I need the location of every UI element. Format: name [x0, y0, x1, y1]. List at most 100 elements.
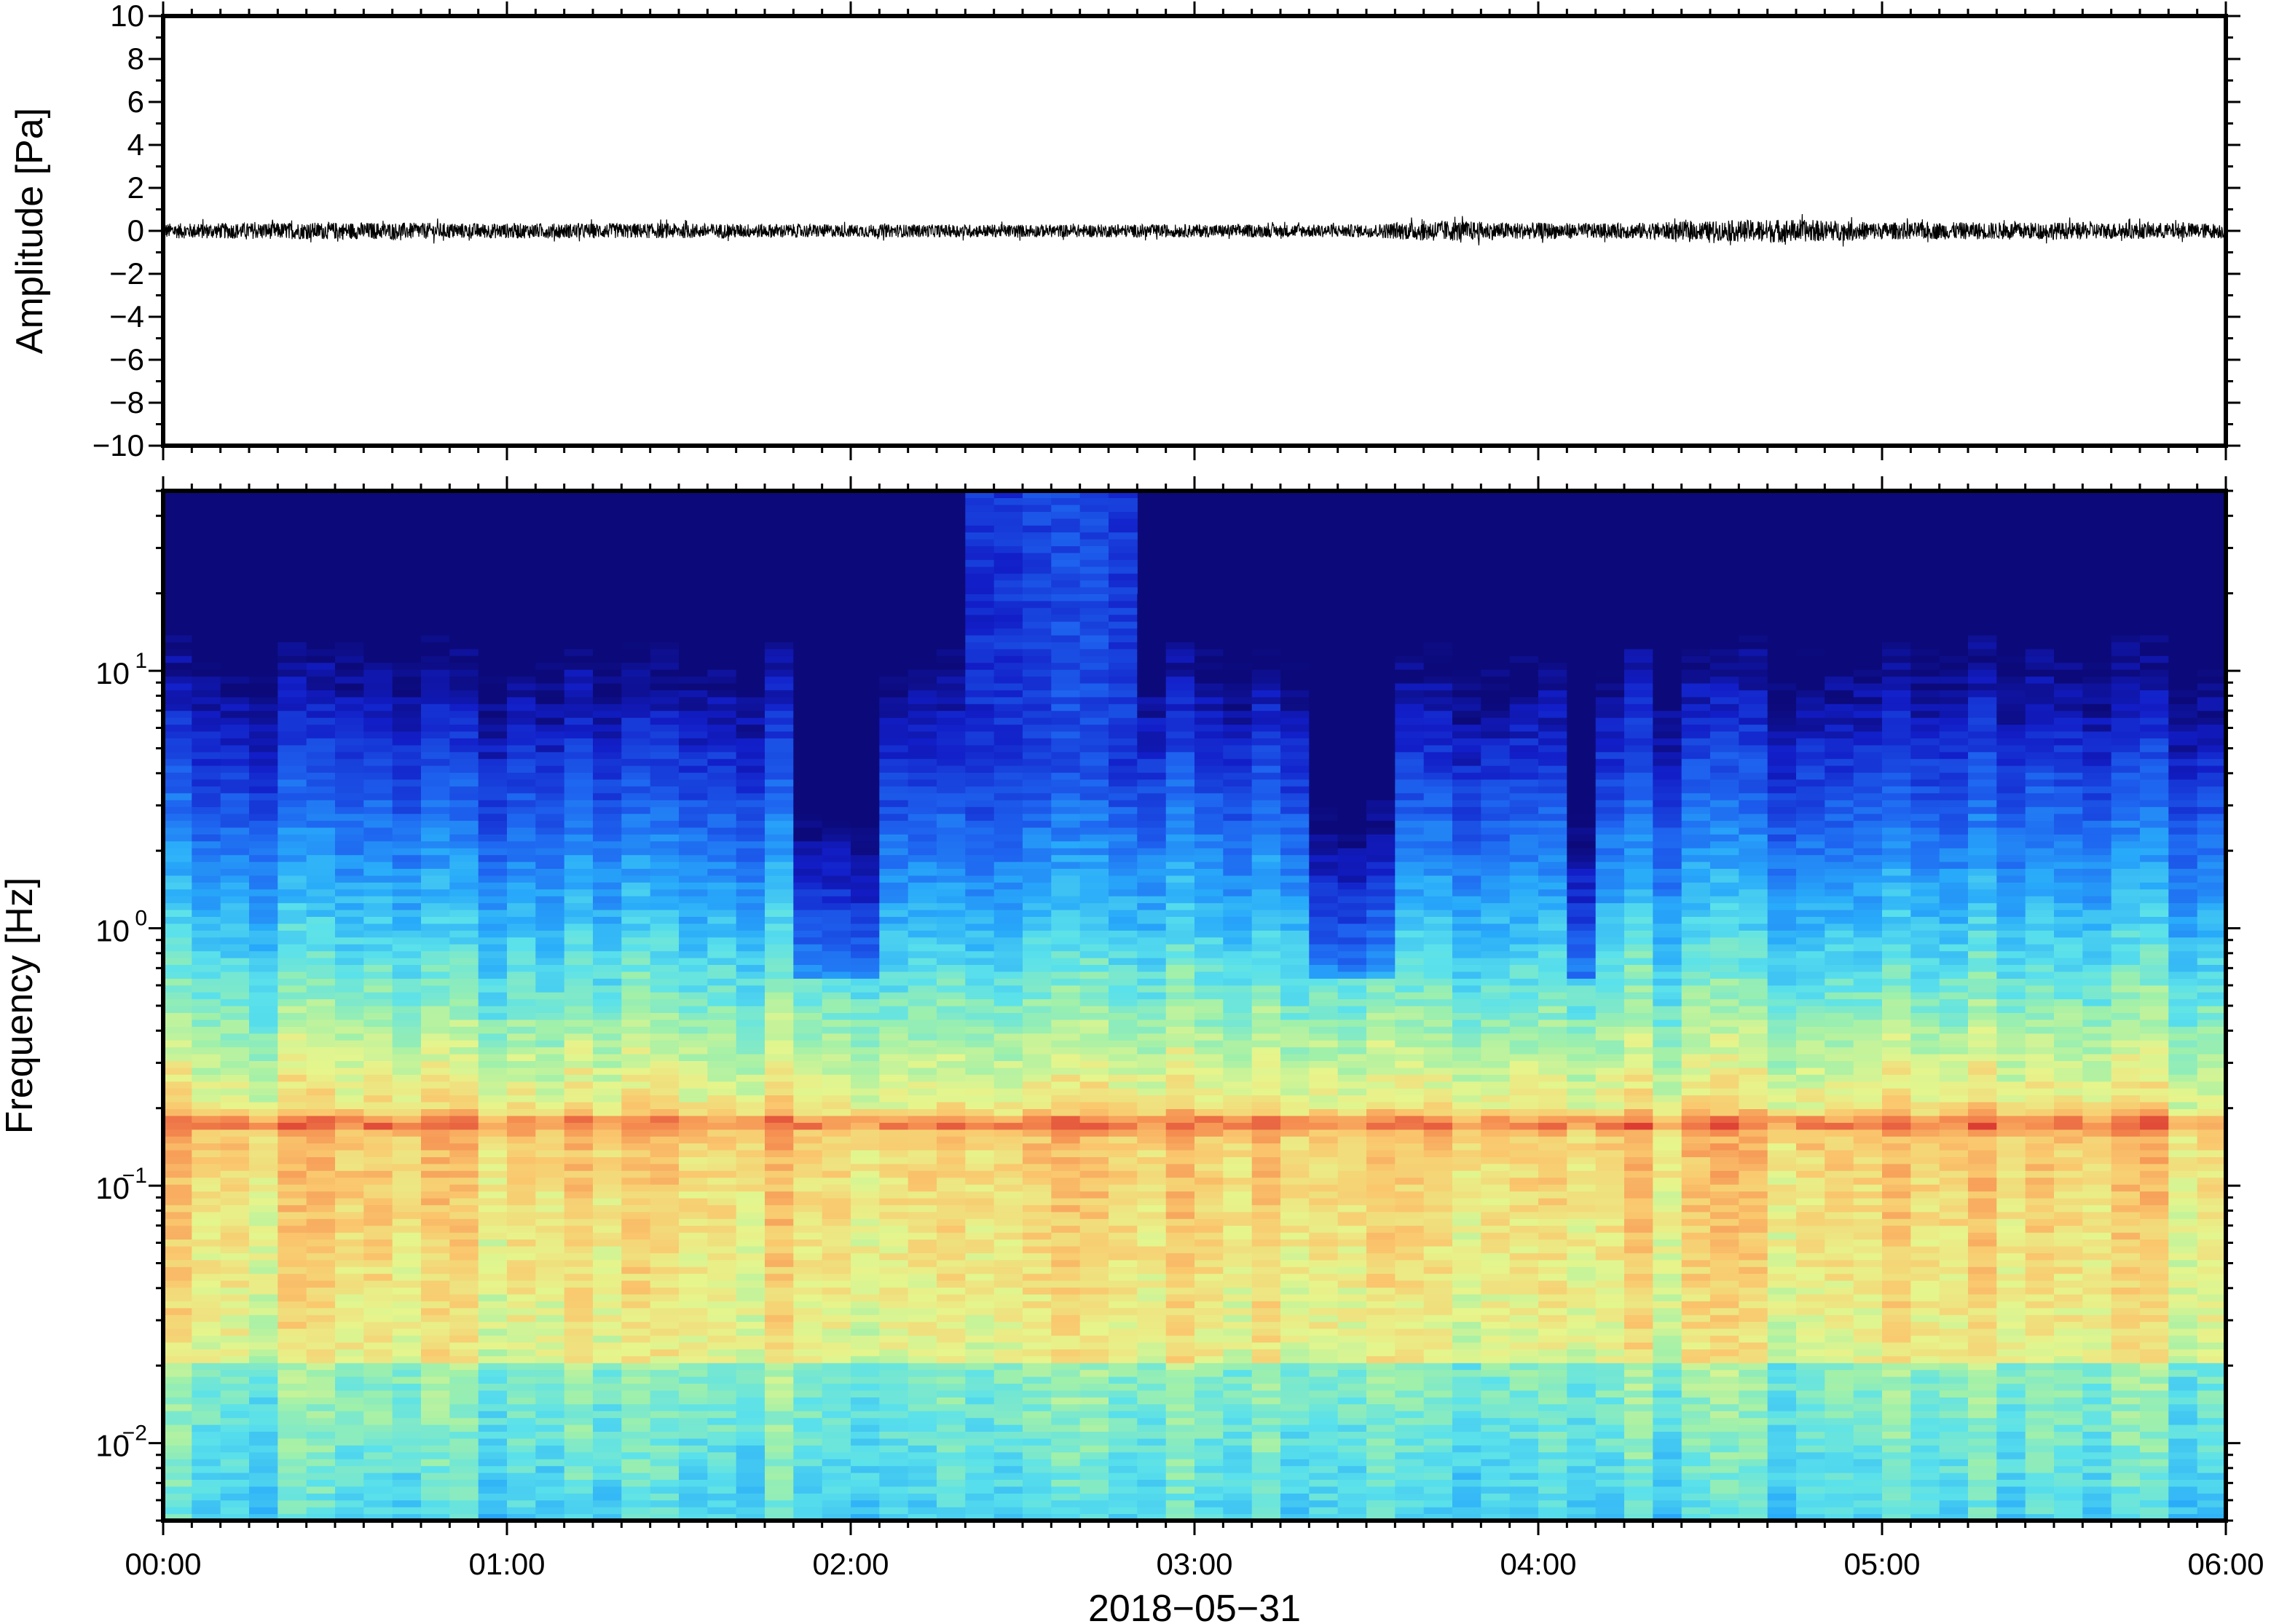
spectrogram-cell — [1051, 1232, 1081, 1240]
spectrogram-cell — [908, 1163, 937, 1171]
spectrogram-cell — [593, 930, 622, 938]
spectrogram-cell — [1051, 840, 1081, 848]
spectrogram-cell — [993, 1108, 1023, 1116]
spectrogram-cell — [535, 868, 565, 876]
spectrogram-cell — [593, 1095, 622, 1103]
spectrogram-cell — [507, 1177, 536, 1185]
spectrogram-cell — [621, 642, 651, 650]
spectrogram-cell — [507, 1301, 536, 1309]
spectrogram-cell — [449, 1383, 479, 1391]
spectrogram-cell — [736, 779, 765, 787]
spectrogram-cell — [937, 854, 966, 862]
spectrogram-cell — [879, 635, 909, 642]
spectrogram-cell — [278, 786, 307, 794]
spectrogram-cell — [363, 1163, 393, 1171]
spectrogram-cell — [335, 806, 364, 814]
spectrogram-cell — [1051, 744, 1081, 752]
spectrogram-cell — [937, 1486, 966, 1494]
spectrogram-cell — [593, 614, 622, 622]
spectrogram-cell — [1137, 875, 1167, 883]
spectrogram-cell — [507, 648, 536, 656]
spectrogram-cell — [993, 985, 1023, 993]
spectrogram-cell — [220, 1163, 250, 1171]
spectrogram-cell — [937, 1451, 966, 1459]
spectrogram-cell — [965, 882, 995, 890]
spectrogram-cell — [564, 779, 594, 787]
spectrogram-cell — [335, 717, 364, 725]
spectrogram-cell — [879, 1033, 909, 1041]
spectrogram-cell — [478, 744, 508, 752]
spectrogram-cell — [679, 1156, 708, 1164]
spectrogram-cell — [650, 950, 680, 958]
spectrogram-cell — [965, 1273, 995, 1281]
spectrogram-cell — [449, 1177, 479, 1185]
spectrogram-cell — [1051, 648, 1081, 656]
spectrogram-cell — [621, 1424, 651, 1432]
spectrogram-cell — [765, 1390, 794, 1398]
spectrogram-cell — [535, 1280, 565, 1288]
spectrogram-cell — [421, 875, 450, 883]
spectrogram-cell — [535, 655, 565, 663]
spectrogram-cell — [1109, 875, 1138, 883]
spectrogram-cell — [793, 1163, 823, 1171]
spectrogram-cell — [621, 1390, 651, 1398]
spectrogram-cell — [621, 1253, 651, 1261]
spectrogram-cell — [306, 923, 336, 931]
spectrogram-cell — [736, 765, 765, 773]
spectrogram-cell — [679, 758, 708, 766]
spectrogram-cell — [278, 854, 307, 862]
spectrogram-cell — [1109, 1006, 1138, 1013]
spectrogram-cell — [937, 1293, 966, 1301]
spectrogram-cell — [535, 600, 565, 608]
spectrogram-cell — [908, 1273, 937, 1281]
spectrogram-cell — [1051, 1266, 1081, 1274]
spectrogram-cell — [879, 1081, 909, 1089]
spectrogram-cell — [822, 1479, 851, 1487]
spectrogram-cell — [650, 1205, 680, 1213]
spectrogram-cell — [163, 744, 192, 752]
spectrogram-cell — [851, 1335, 880, 1343]
spectrogram-cell — [220, 772, 250, 780]
spectrogram-cell — [851, 1301, 880, 1309]
spectrogram-cell — [1023, 1473, 1052, 1480]
spectrogram-cell — [937, 1473, 966, 1480]
spectrogram-cell — [363, 958, 393, 965]
spectrogram-cell — [1051, 950, 1081, 958]
spectrogram-cell — [822, 1493, 851, 1501]
spectrogram-cell — [392, 1108, 422, 1116]
spectrogram-cell — [564, 827, 594, 835]
spectrogram-cell — [793, 1451, 823, 1459]
spectrogram-cell — [478, 888, 508, 896]
spectrogram-cell — [908, 655, 937, 663]
spectrogram-cell — [278, 848, 307, 856]
spectrogram-cell — [363, 676, 393, 684]
spectrogram-cell — [478, 1383, 508, 1391]
spectrogram-cell — [392, 944, 422, 952]
spectrogram-cell — [335, 1163, 364, 1171]
spectrogram-cell — [392, 614, 422, 622]
spectrogram-cell — [478, 1328, 508, 1336]
spectrogram-cell — [1023, 854, 1052, 862]
spectrogram-cell — [1023, 744, 1052, 752]
spectrogram-cell — [937, 1163, 966, 1171]
spectrogram-cell — [1079, 607, 1109, 615]
spectrogram-cell — [507, 1397, 536, 1405]
spectrogram-cell — [392, 1390, 422, 1398]
spectrogram-cell — [535, 1397, 565, 1405]
spectrogram-cell — [965, 662, 995, 670]
spectrogram-cell — [478, 724, 508, 732]
spectrogram-cell — [822, 1451, 851, 1459]
spectrogram-cell — [1109, 1253, 1138, 1261]
spectrogram-cell — [449, 1293, 479, 1301]
spectrogram-cell — [249, 690, 278, 698]
spectrogram-cell — [650, 676, 680, 684]
spectrogram-cell — [363, 875, 393, 883]
spectrogram-cell — [679, 621, 708, 629]
spectrogram-cell — [937, 730, 966, 738]
spectrogram-cell — [679, 1479, 708, 1487]
spectrogram-cell — [707, 1012, 737, 1020]
spectrogram-cell — [679, 628, 708, 636]
spectrogram-cell — [535, 964, 565, 972]
spectrogram-cell — [363, 1197, 393, 1205]
spectrogram-cell — [679, 1163, 708, 1171]
